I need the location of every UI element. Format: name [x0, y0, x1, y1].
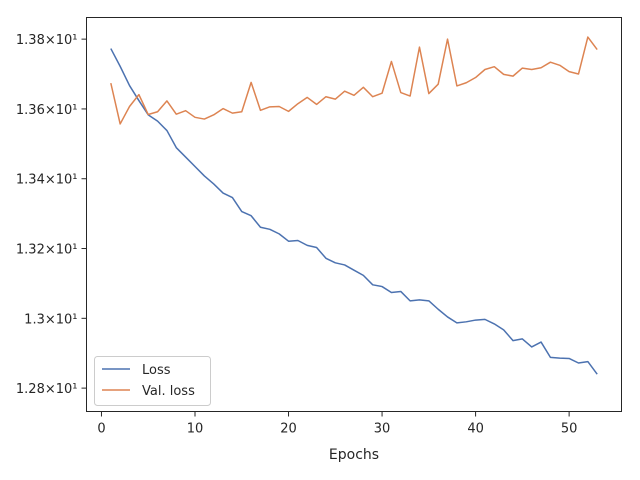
y-tick-label: 1.38×10¹	[16, 33, 78, 48]
legend: Loss Val. loss	[94, 356, 211, 406]
series-line-2	[110, 36, 598, 125]
x-tick-label: 30	[374, 422, 391, 437]
x-axis-label: Epochs	[329, 447, 379, 463]
x-tick-label: 40	[467, 422, 484, 437]
y-tick-label: 1.3×10¹	[24, 312, 77, 327]
x-tick-label: 20	[280, 422, 297, 437]
series-line-1	[110, 48, 598, 375]
legend-entry-label: Loss	[142, 363, 171, 378]
y-tick-label: 1.32×10¹	[16, 243, 78, 258]
x-tick-label: 0	[97, 422, 105, 437]
y-axis-ticks: 1.28×10¹ 1.3×10¹ 1.32×10¹ 1.34×10¹ 1.36×10¹ 1…	[16, 33, 87, 397]
y-tick-label: 1.36×10¹	[16, 103, 78, 118]
x-tick-label: 10	[187, 422, 204, 437]
series-layer	[110, 36, 598, 375]
y-tick-label: 1.34×10¹	[16, 173, 78, 188]
axes-frame	[86, 17, 622, 412]
x-tick-label: 50	[561, 422, 578, 437]
legend-entry-label: Val. loss	[142, 384, 195, 399]
y-tick-label: 1.28×10¹	[16, 382, 78, 397]
x-axis-ticks: 0 10 20 30 40 50	[97, 411, 578, 437]
